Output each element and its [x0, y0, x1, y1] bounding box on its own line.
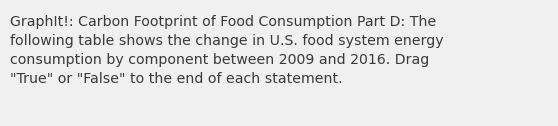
Text: GraphIt!: Carbon Footprint of Food Consumption Part D: The
following table shows: GraphIt!: Carbon Footprint of Food Consu…	[10, 15, 444, 86]
